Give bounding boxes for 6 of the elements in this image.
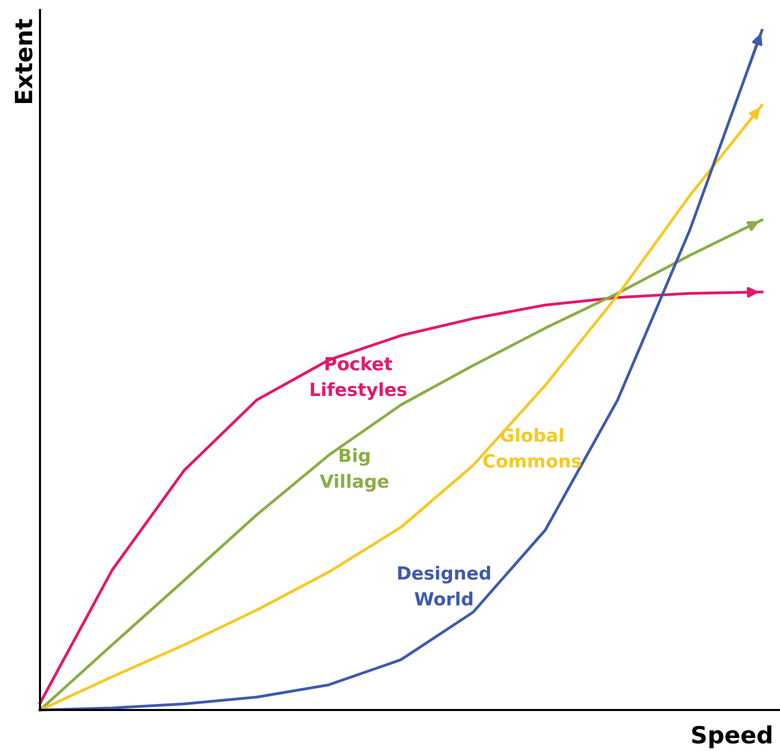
series-label: Designed World <box>398 566 490 606</box>
y-axis-title: Extent <box>14 18 32 104</box>
series-label: Big Village <box>320 448 388 492</box>
series-label: Global Commons <box>483 428 581 468</box>
x-axis-title: Speed <box>692 725 772 748</box>
series-label: Pocket Lifestyles <box>310 356 406 400</box>
